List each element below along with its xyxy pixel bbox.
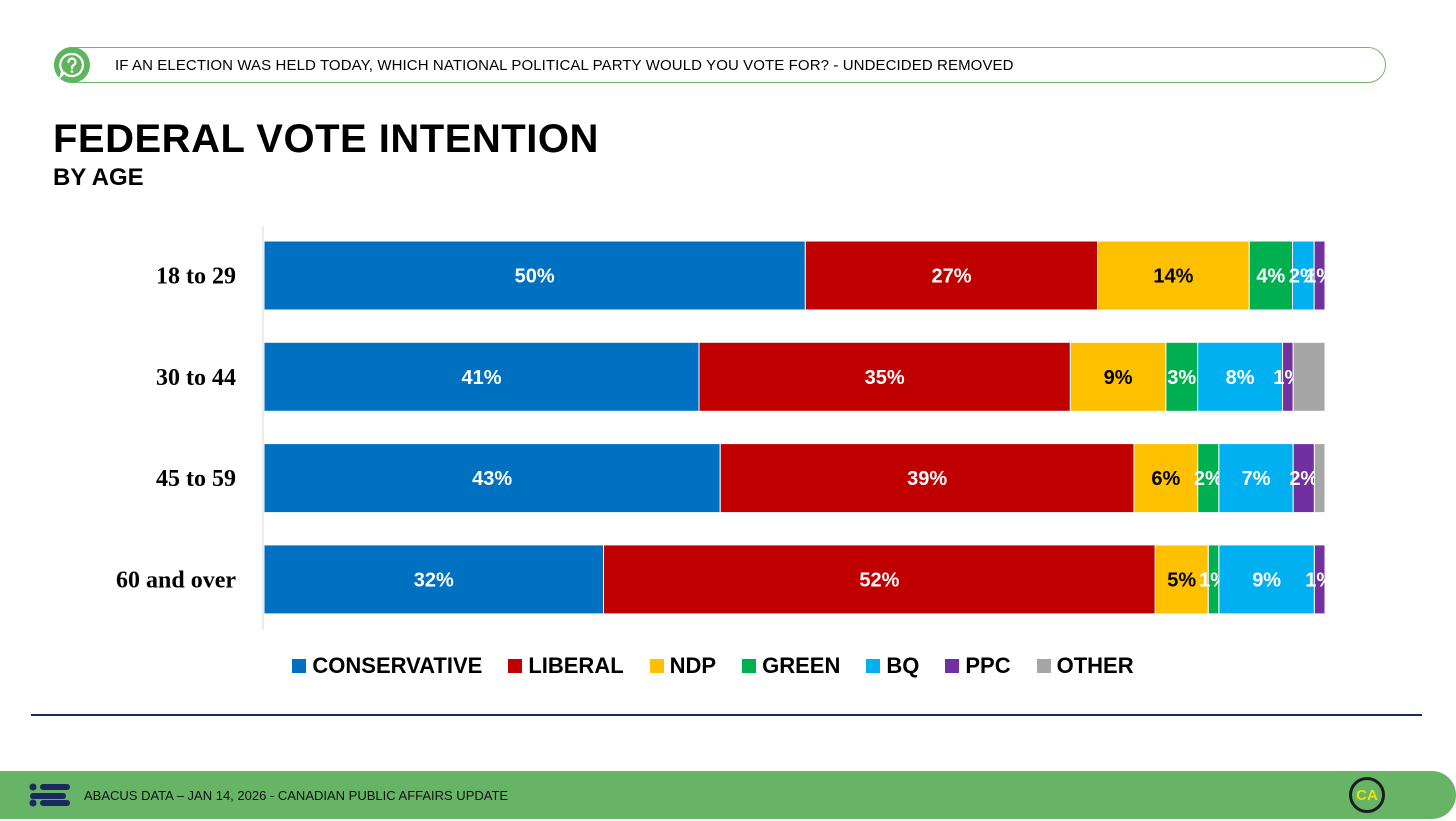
data-label: 1% bbox=[1305, 569, 1334, 591]
legend-label: LIBERAL bbox=[528, 653, 624, 678]
footer-bar: ABACUS DATA – JAN 14, 2026 - CANADIAN PU… bbox=[0, 771, 1456, 819]
legend-label: GREEN bbox=[762, 653, 841, 678]
legend-item-green: GREEN bbox=[742, 653, 840, 679]
legend-item-conservative: CONSERVATIVE bbox=[292, 653, 482, 679]
data-label: 2% bbox=[1289, 468, 1318, 490]
bar-segment-liberal bbox=[603, 544, 1156, 615]
legend-item-liberal: LIBERAL bbox=[508, 653, 624, 679]
data-label: 6% bbox=[1151, 468, 1180, 490]
category-label: 30 to 44 bbox=[156, 365, 236, 391]
legend-label: NDP bbox=[669, 653, 717, 678]
data-label: 3% bbox=[1167, 367, 1196, 389]
data-label: 1% bbox=[1305, 266, 1334, 288]
bar-segment-ndp bbox=[1154, 544, 1209, 615]
legend-item-ppc: PPC bbox=[945, 653, 1011, 679]
data-label: 9% bbox=[1252, 569, 1281, 591]
legend-swatch bbox=[649, 659, 664, 673]
bar-segment-liberal bbox=[719, 443, 1135, 514]
bar-segment-conservative bbox=[263, 341, 700, 412]
data-label: 32% bbox=[414, 569, 454, 591]
data-label: 4% bbox=[1256, 266, 1285, 288]
bar-segment-conservative bbox=[263, 240, 806, 311]
legend-swatch bbox=[508, 659, 523, 673]
legend-label: CONSERVATIVE bbox=[312, 653, 483, 678]
bar-segment-other bbox=[1313, 443, 1326, 514]
category-label: 45 to 59 bbox=[156, 466, 236, 492]
data-label: 7% bbox=[1242, 468, 1271, 490]
bar-segment-conservative bbox=[263, 443, 721, 514]
legend-swatch bbox=[1036, 659, 1051, 673]
legend-item-ndp: NDP bbox=[649, 653, 717, 679]
question-text: IF AN ELECTION WAS HELD TODAY, WHICH NAT… bbox=[115, 57, 1014, 74]
bar-segment-green bbox=[1248, 240, 1294, 311]
bar-segment-liberal bbox=[698, 341, 1071, 412]
legend-swatch bbox=[866, 659, 881, 673]
question-icon bbox=[54, 47, 90, 83]
category-label: 60 and over bbox=[116, 567, 236, 593]
chart-title: FEDERAL VOTE INTENTION bbox=[53, 117, 599, 161]
bar-segment-ndp bbox=[1069, 341, 1167, 412]
legend-item-bq: BQ bbox=[866, 653, 919, 679]
data-label: 9% bbox=[1104, 367, 1133, 389]
data-label: 50% bbox=[515, 266, 555, 288]
data-label: 35% bbox=[865, 367, 905, 389]
legend-label: PPC bbox=[965, 653, 1011, 678]
data-label: 2% bbox=[1289, 266, 1318, 288]
legend-label: BQ bbox=[886, 653, 920, 678]
data-label: 2% bbox=[1194, 468, 1223, 490]
ca-badge: CA bbox=[1349, 777, 1385, 813]
abacus-logo-icon bbox=[29, 783, 70, 807]
legend-label: OTHER bbox=[1056, 653, 1134, 678]
bar-segment-bq bbox=[1197, 341, 1284, 412]
data-label: 5% bbox=[1167, 569, 1196, 591]
data-label: 52% bbox=[859, 569, 899, 591]
bar-segment-ndp bbox=[1133, 443, 1199, 514]
chart-legend: CONSERVATIVE LIBERAL NDP GREEN BQ PPC OTHER bbox=[0, 650, 1456, 682]
bar-segment-ppc bbox=[1313, 544, 1326, 615]
bar-segment-conservative bbox=[263, 544, 605, 615]
legend-item-other: OTHER bbox=[1036, 653, 1134, 679]
data-label: 27% bbox=[931, 266, 971, 288]
chart-subtitle: BY AGE bbox=[53, 164, 144, 191]
category-label: 18 to 29 bbox=[156, 264, 236, 290]
bar-segment-bq bbox=[1218, 443, 1294, 514]
footer-text: ABACUS DATA – JAN 14, 2026 - CANADIAN PU… bbox=[84, 788, 509, 803]
data-label: 8% bbox=[1226, 367, 1255, 389]
data-label: 39% bbox=[907, 468, 947, 490]
data-label: 14% bbox=[1153, 266, 1193, 288]
bar-segment-green bbox=[1165, 341, 1199, 412]
question-banner: IF AN ELECTION WAS HELD TODAY, WHICH NAT… bbox=[54, 47, 1386, 83]
legend-swatch bbox=[945, 659, 960, 673]
legend-swatch bbox=[292, 659, 307, 673]
data-label: 41% bbox=[461, 367, 501, 389]
legend-swatch bbox=[742, 659, 757, 673]
bar-segment-other bbox=[1292, 341, 1326, 412]
divider-line bbox=[31, 714, 1422, 716]
bar-segment-ppc bbox=[1313, 240, 1326, 311]
data-label: 43% bbox=[472, 468, 512, 490]
stacked-bar-chart: 18 to 29 50% 27% 14% 4% 2%1%30 to 44 41% 35% 9% 3… bbox=[116, 226, 1334, 630]
